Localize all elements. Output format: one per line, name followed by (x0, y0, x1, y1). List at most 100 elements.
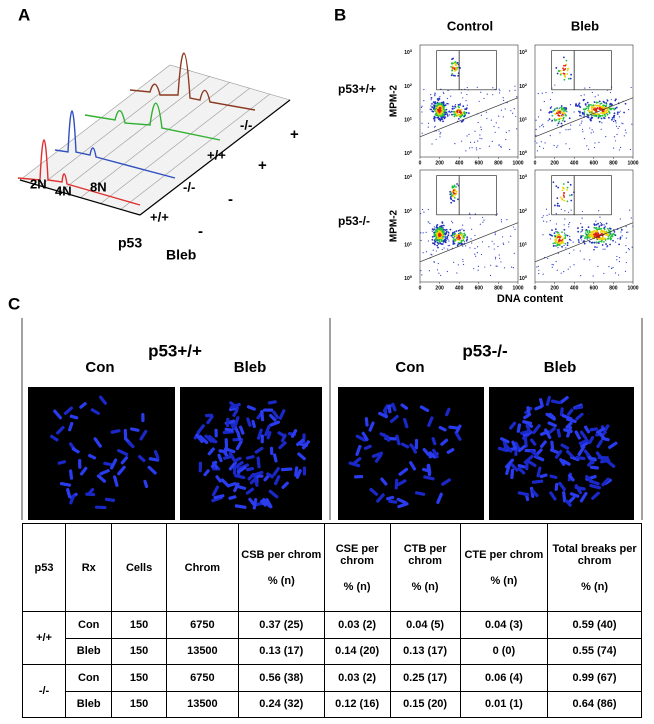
event-dot (566, 242, 569, 244)
event-dot (509, 90, 511, 92)
chromosome (374, 453, 383, 463)
event-dot (555, 107, 557, 110)
event-dot (561, 189, 564, 192)
x-tick-label: 1000 (512, 285, 523, 291)
event-dot (451, 220, 453, 222)
chromosome (224, 427, 234, 432)
chromosome (53, 409, 63, 420)
event-dot (590, 132, 592, 134)
event-dot (560, 110, 563, 113)
event-dot (577, 239, 580, 241)
chromosome (260, 410, 265, 422)
event-dot (453, 68, 456, 71)
event-dot (480, 126, 482, 128)
event-dot (580, 274, 582, 277)
event-dot (581, 115, 583, 117)
event-dot (559, 196, 562, 199)
gate (458, 175, 497, 216)
event-dot (421, 132, 423, 134)
event-dot (454, 233, 456, 236)
chromosome (517, 444, 526, 453)
event-dot (604, 112, 607, 115)
chromosome (302, 433, 306, 445)
event-dot (442, 91, 444, 93)
chromosome (556, 428, 562, 438)
table-row: Bleb 150 13500 0.24 (32) 0.12 (16) 0.15 (20) 0… (23, 690, 642, 719)
chromosome (87, 487, 95, 496)
event-dot (588, 240, 591, 243)
chromosome (436, 492, 443, 504)
event-dot (595, 241, 597, 244)
chromosome (529, 438, 537, 446)
y-tick-label: 100 (404, 274, 413, 282)
event-dot (496, 265, 498, 267)
event-dot (502, 242, 504, 244)
chromosome (272, 410, 280, 419)
event-dot (606, 246, 608, 248)
event-dot (462, 260, 464, 263)
tick-base: 10 (404, 209, 410, 215)
event-dot (452, 231, 454, 233)
event-dot (556, 107, 559, 109)
chromosome (394, 478, 399, 490)
chromosome (79, 402, 87, 409)
x-tick-label: 400 (570, 160, 579, 166)
event-dot (600, 240, 603, 243)
event-dot (563, 112, 566, 115)
event-dot (446, 102, 449, 105)
table-row: -/- Con 150 6750 0.56 (38) 0.03 (2) 0.25 (17) 0… (21, 664, 642, 718)
event-dot (599, 221, 601, 224)
event-dot (440, 132, 442, 134)
event-dot (537, 116, 540, 118)
event-dot (604, 105, 607, 108)
event-dot (453, 237, 455, 239)
event-dot (610, 103, 613, 106)
event-dot (598, 225, 601, 228)
event-dot (606, 113, 608, 115)
chromosome (234, 460, 244, 469)
event-dot (484, 266, 486, 268)
gate (458, 50, 497, 91)
event-dot (556, 197, 559, 200)
event-dot (419, 212, 422, 215)
event-dot (605, 234, 608, 237)
event-dot (447, 245, 449, 247)
event-dot (430, 96, 433, 99)
event-dot (563, 271, 565, 273)
event-dot (560, 272, 562, 274)
chromosome (608, 441, 618, 450)
event-dot (595, 223, 598, 226)
chromosome (266, 472, 274, 479)
event-dot (443, 240, 446, 243)
chromosome (302, 466, 307, 476)
event-dot (563, 120, 566, 123)
event-dot (465, 245, 467, 247)
event-dot (618, 257, 621, 259)
event-dot (559, 242, 562, 245)
event-dot (554, 119, 556, 122)
event-dot (453, 231, 456, 233)
chromosome (93, 437, 102, 448)
event-dot (620, 231, 622, 233)
event-dot (608, 110, 610, 113)
event-dot (451, 69, 454, 72)
event-dot (493, 248, 495, 250)
event-dot (553, 108, 556, 110)
event-dot (451, 233, 453, 235)
event-dot (583, 111, 586, 113)
event-dot (421, 274, 423, 276)
event-dot (562, 67, 564, 70)
event-dot (462, 258, 464, 261)
event-dot (612, 107, 614, 110)
event-dot (554, 241, 557, 243)
event-dot (625, 132, 627, 134)
peak-label: 2N (30, 176, 47, 191)
chromosome (110, 429, 121, 434)
event-dot (505, 131, 507, 133)
event-dot (500, 109, 502, 111)
event-dot (578, 241, 580, 243)
chromosome (386, 495, 395, 501)
event-dot (550, 111, 552, 113)
event-dot (553, 118, 556, 121)
